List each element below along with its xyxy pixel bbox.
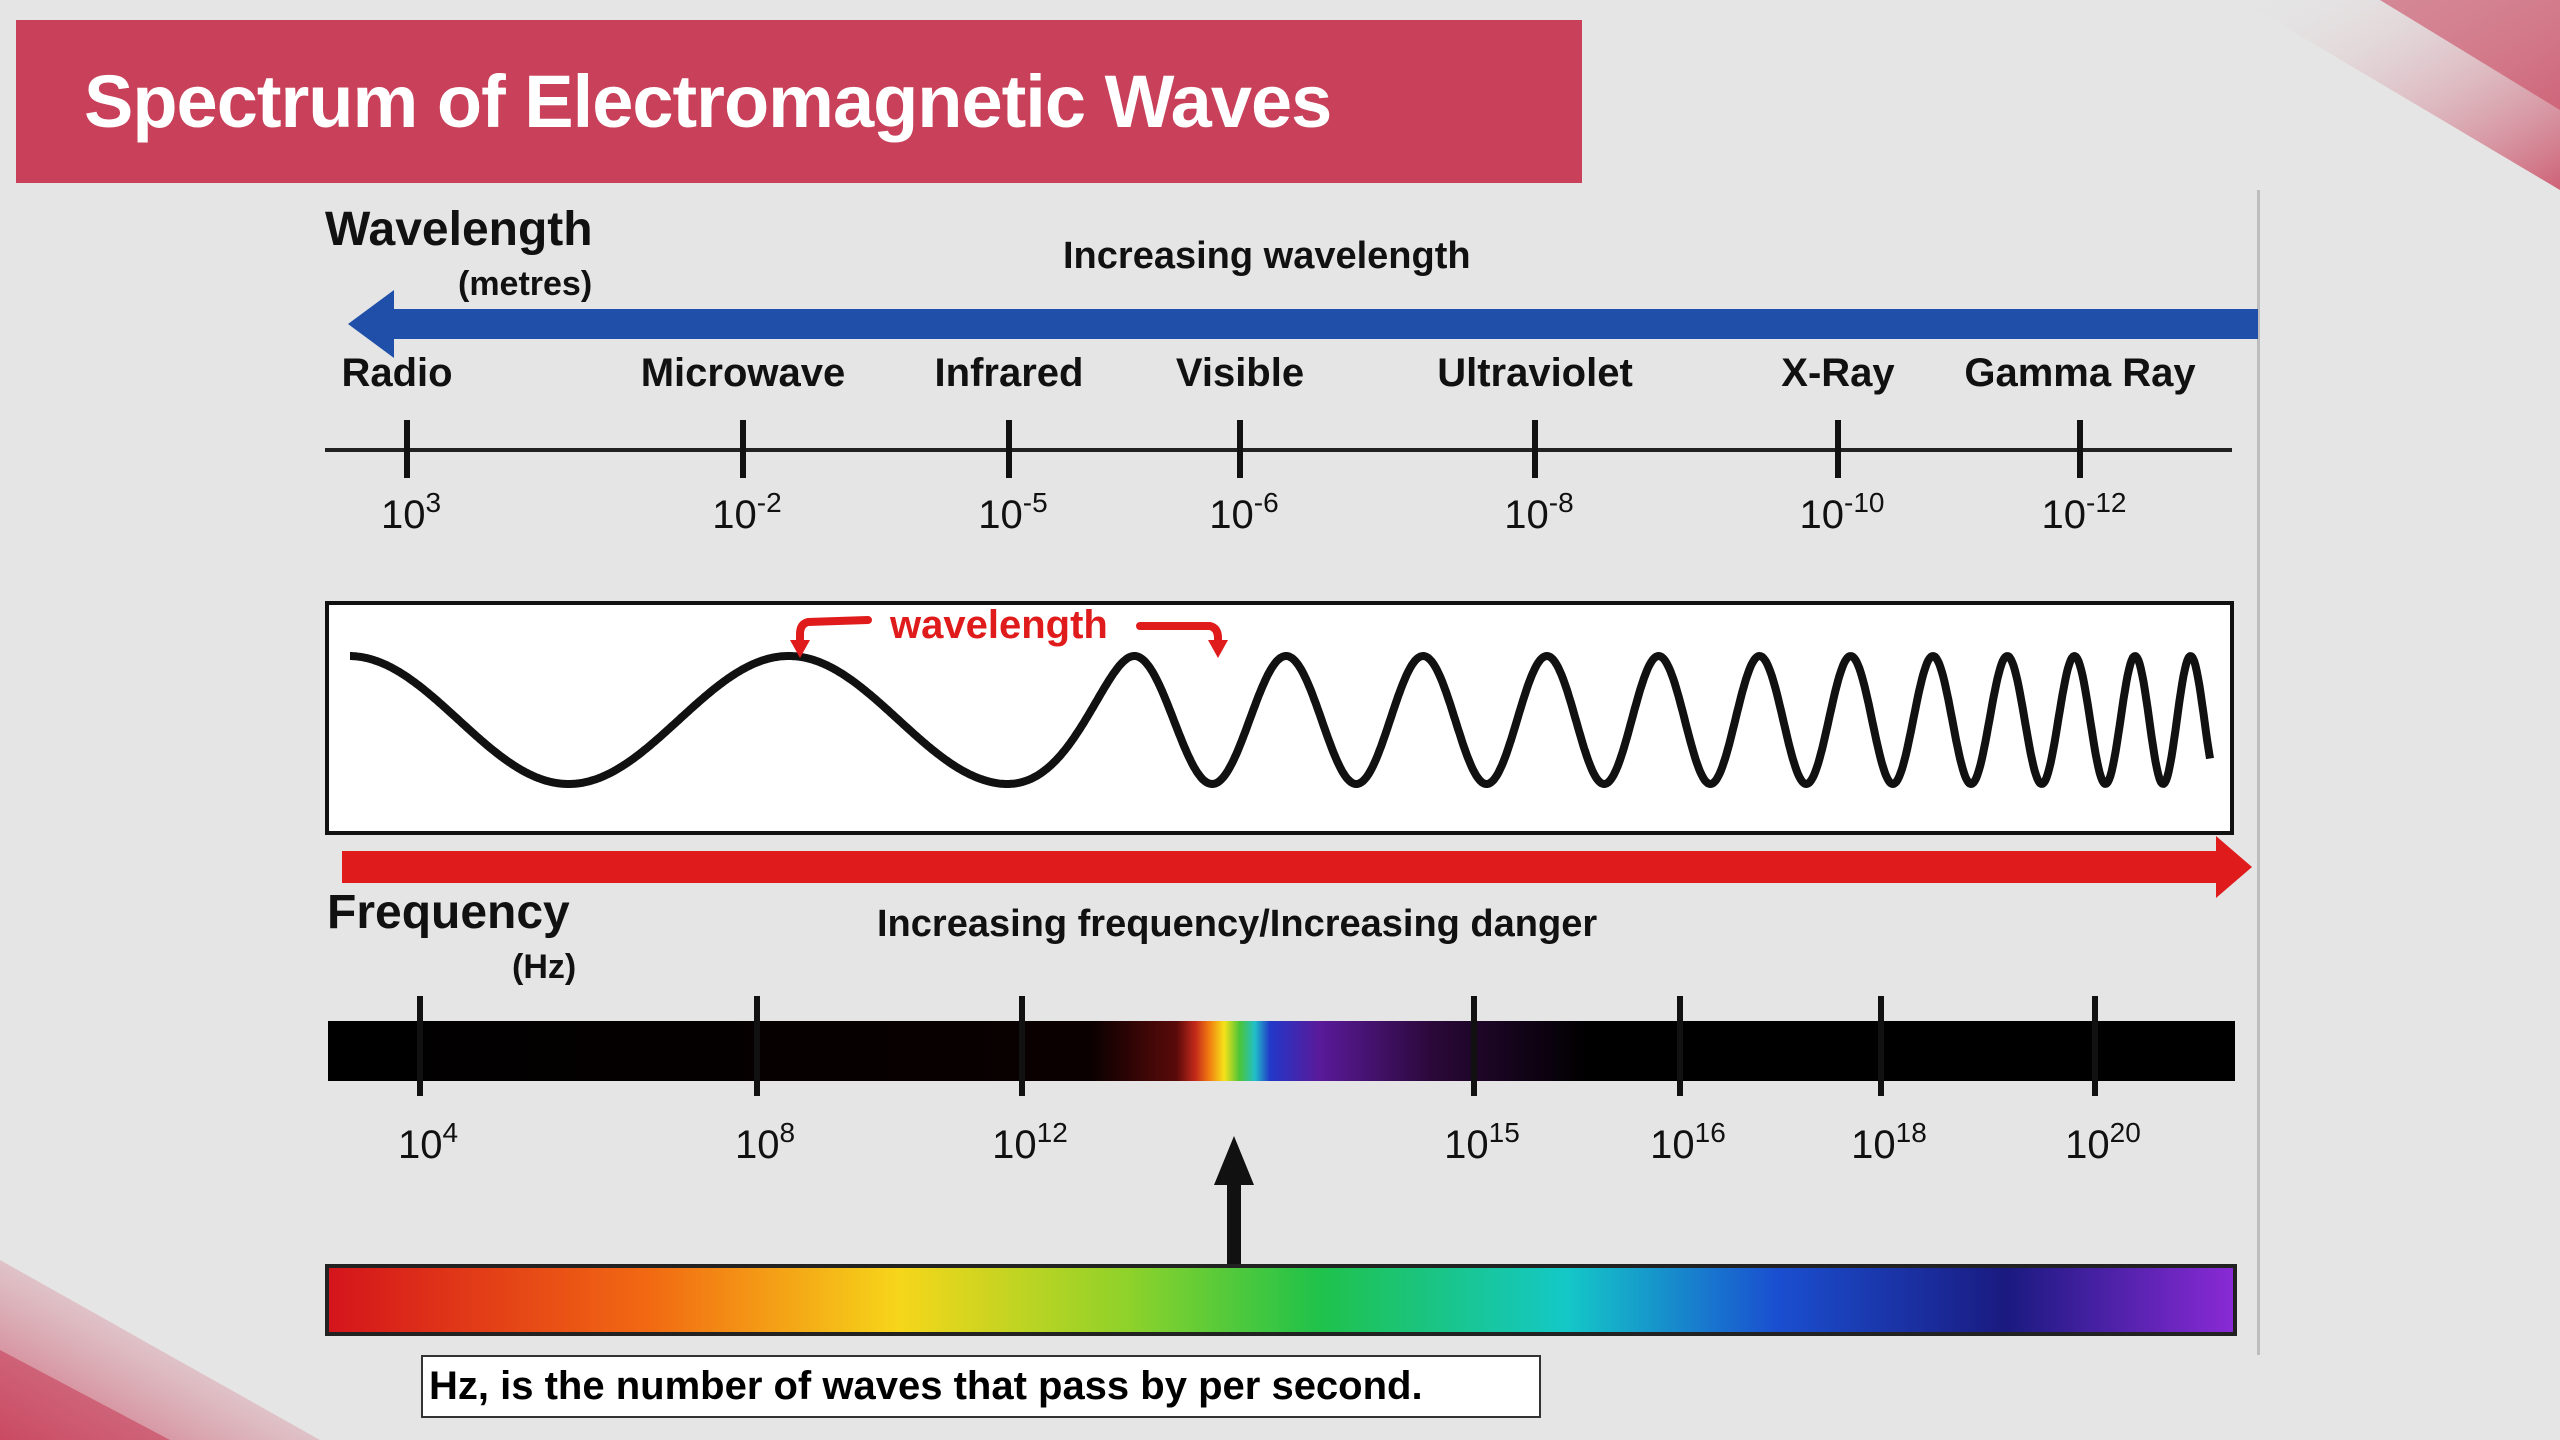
bracket-left-arrowhead <box>790 640 810 658</box>
frequency-tick-label: 1020 <box>2065 1117 2141 1167</box>
wavelength-tick-label: 10-5 <box>978 487 1047 537</box>
wavelength-title: Wavelength <box>325 203 593 256</box>
visible-pointer-arrow <box>1214 1136 1254 1265</box>
spectrum-band <box>328 1021 2235 1081</box>
bracket-right-arrowhead <box>1208 640 1228 658</box>
increasing-frequency-arrow <box>342 836 2252 898</box>
wave-curve <box>347 652 2214 788</box>
caption-box: Hz, is the number of waves that pass by … <box>421 1355 1541 1418</box>
wavelength-tick-label: 10-12 <box>2042 487 2127 537</box>
frequency-unit: (Hz) <box>512 948 576 986</box>
wavelength-unit: (metres) <box>458 265 592 303</box>
divider-line <box>2257 190 2260 1355</box>
frequency-tick-label: 1015 <box>1444 1117 1520 1167</box>
band-label-visible: Visible <box>1176 351 1304 395</box>
visible-light-spectrum-bar <box>325 1264 2237 1336</box>
band-label-ultraviolet: Ultraviolet <box>1437 351 1633 395</box>
frequency-tick-label: 104 <box>398 1117 458 1167</box>
wavelength-bracket <box>796 616 1222 652</box>
increasing-wavelength-arrow <box>348 290 2258 358</box>
band-label-x-ray: X-Ray <box>1781 351 1895 395</box>
top-right-decoration <box>2240 0 2560 190</box>
wavelength-tick-label: 10-2 <box>712 487 781 537</box>
frequency-tick-label: 1016 <box>1650 1117 1726 1167</box>
frequency-tick-label: 1018 <box>1851 1117 1927 1167</box>
wavelength-callout-label: wavelength <box>889 603 1108 647</box>
increasing-wavelength-label: Increasing wavelength <box>1063 235 1471 277</box>
band-label-radio: Radio <box>341 351 452 395</box>
bottom-left-decoration <box>0 1260 320 1440</box>
frequency-tick-label: 108 <box>735 1117 795 1167</box>
caption-text: Hz, is the number of waves that pass by … <box>429 1364 1423 1408</box>
band-label-gamma-ray: Gamma Ray <box>1964 351 2196 395</box>
title-banner: Spectrum of Electromagnetic Waves <box>16 20 1582 183</box>
band-label-infrared: Infrared <box>935 351 1084 395</box>
band-label-microwave: Microwave <box>641 351 846 395</box>
wavelength-tick-label: 10-8 <box>1504 487 1573 537</box>
wave-panel-frame <box>325 601 2234 835</box>
frequency-tick-label: 1012 <box>992 1117 1068 1167</box>
increasing-frequency-label: Increasing frequency/Increasing danger <box>877 903 1597 945</box>
slide-title: Spectrum of Electromagnetic Waves <box>84 60 1332 143</box>
frequency-title: Frequency <box>327 886 570 939</box>
wavelength-tick-label: 10-6 <box>1209 487 1278 537</box>
wavelength-tick-label: 103 <box>381 487 441 537</box>
wavelength-tick-label: 10-10 <box>1800 487 1885 537</box>
